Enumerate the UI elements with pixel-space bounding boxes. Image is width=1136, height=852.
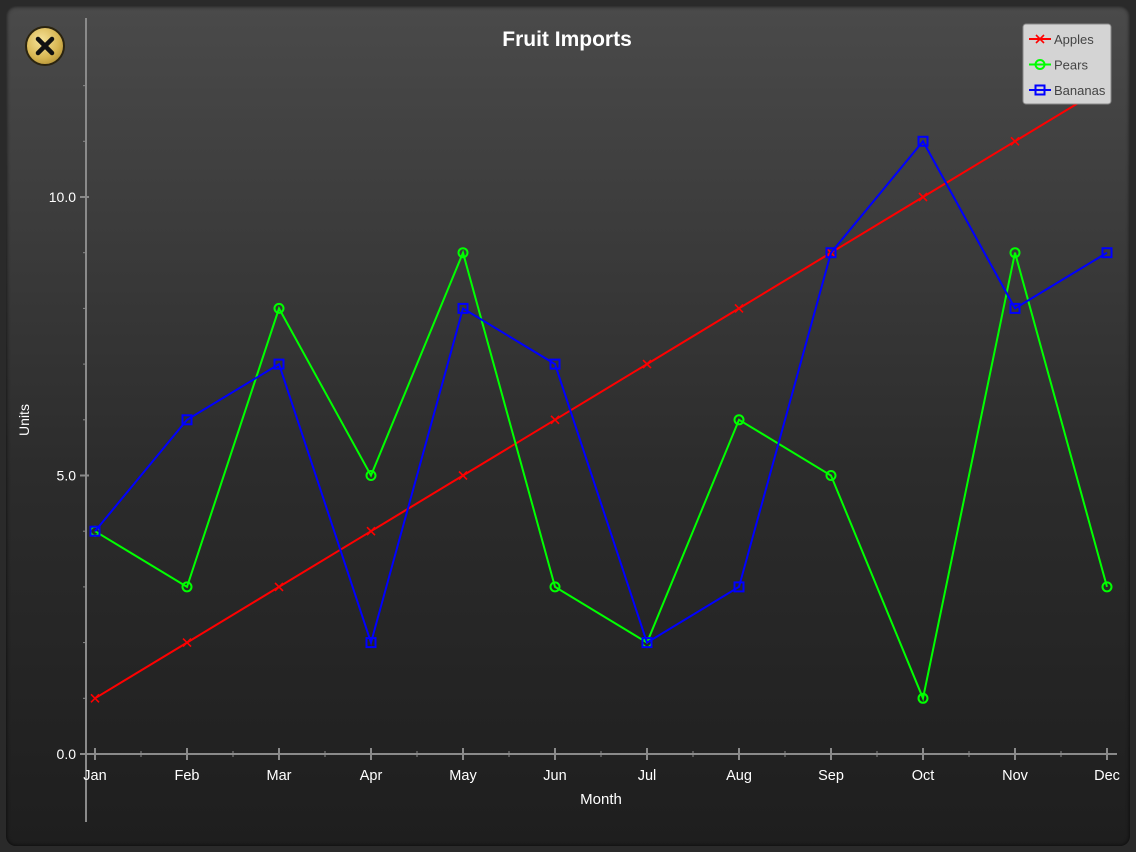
data-point-pears [1101, 581, 1113, 593]
legend-label: Apples [1054, 32, 1094, 47]
axes: 0.0 5.0 10.0 Jan Feb Mar Apr May Jun Jul Aug Sep Oct… [49, 18, 1120, 822]
data-point-bananas [1101, 247, 1113, 259]
x-tick-label: Apr [360, 768, 383, 784]
data-point-bananas [549, 358, 561, 370]
data-point-pears [733, 414, 745, 426]
line-chart: Fruit Imports Units Month 0.0 5.0 10.0 Jan F… [16, 18, 1120, 822]
data-point-bananas [273, 358, 285, 370]
close-x-icon [35, 36, 55, 56]
x-tick-label: Mar [267, 768, 292, 784]
y-tick-label: 0.0 [57, 746, 77, 762]
data-point-apples [734, 303, 744, 313]
legend-marker [1034, 59, 1046, 70]
series-apples [90, 81, 1112, 703]
data-point-apples [182, 638, 192, 648]
x-tick-label: Feb [175, 768, 200, 784]
legend-item-bananas: Bananas [1029, 83, 1106, 98]
close-button[interactable] [25, 26, 65, 66]
chart-title: Fruit Imports [502, 28, 632, 51]
data-point-bananas [457, 302, 469, 314]
legend-marker [1034, 84, 1046, 96]
data-point-bananas [181, 414, 193, 426]
y-tick-label: 5.0 [57, 468, 77, 484]
data-point-apples [366, 526, 376, 536]
data-point-apples [90, 693, 100, 703]
data-point-bananas [917, 135, 929, 147]
series-pears [89, 247, 1113, 704]
x-tick-label: Sep [818, 768, 844, 784]
data-point-bananas [1009, 302, 1021, 314]
data-point-bananas [825, 247, 837, 259]
series-layer [89, 81, 1113, 704]
data-point-apples [918, 192, 928, 202]
data-point-apples [274, 582, 284, 592]
series-line-bananas [94, 139, 1108, 647]
data-point-bananas [365, 637, 377, 649]
x-tick-label: Nov [1002, 768, 1029, 784]
data-point-apples [458, 470, 468, 481]
data-point-pears [273, 302, 285, 314]
data-point-pears [1009, 247, 1021, 259]
data-point-pears [917, 692, 929, 704]
x-tick-label: Oct [912, 768, 935, 784]
x-axis-label: Month [580, 791, 622, 808]
chart-window: Fruit Imports Units Month 0.0 5.0 10.0 Jan F… [6, 6, 1130, 846]
data-point-bananas [641, 637, 653, 649]
data-point-apples [642, 359, 652, 369]
data-point-pears [825, 470, 837, 481]
data-point-pears [365, 470, 377, 481]
data-point-bananas [733, 581, 745, 593]
y-tick-label: 10.0 [49, 189, 76, 205]
data-point-pears [181, 581, 193, 593]
x-tick-label: Aug [726, 768, 752, 784]
legend-label: Bananas [1054, 83, 1106, 98]
x-tick-label: Jul [638, 768, 657, 784]
legend-item-pears: Pears [1029, 58, 1088, 73]
data-point-apples [1010, 136, 1020, 146]
data-point-pears [457, 247, 469, 259]
data-point-apples [550, 415, 560, 425]
x-tick-label: May [449, 768, 477, 784]
legend-marker [1035, 34, 1045, 44]
legend-box [1022, 23, 1112, 105]
legend-label: Pears [1054, 58, 1088, 73]
x-tick-label: Jan [83, 768, 106, 784]
data-point-bananas [89, 525, 101, 537]
legend-item-apples: Apples [1029, 32, 1094, 47]
series-line-apples [94, 84, 1108, 700]
x-tick-label: Dec [1094, 768, 1120, 784]
legend: Apples Pears Bananas [1022, 23, 1112, 105]
series-bananas [89, 135, 1113, 649]
data-point-pears [549, 581, 561, 593]
x-tick-label: Jun [543, 768, 566, 784]
y-axis-label: Units [16, 404, 32, 436]
series-line-pears [94, 249, 1108, 702]
